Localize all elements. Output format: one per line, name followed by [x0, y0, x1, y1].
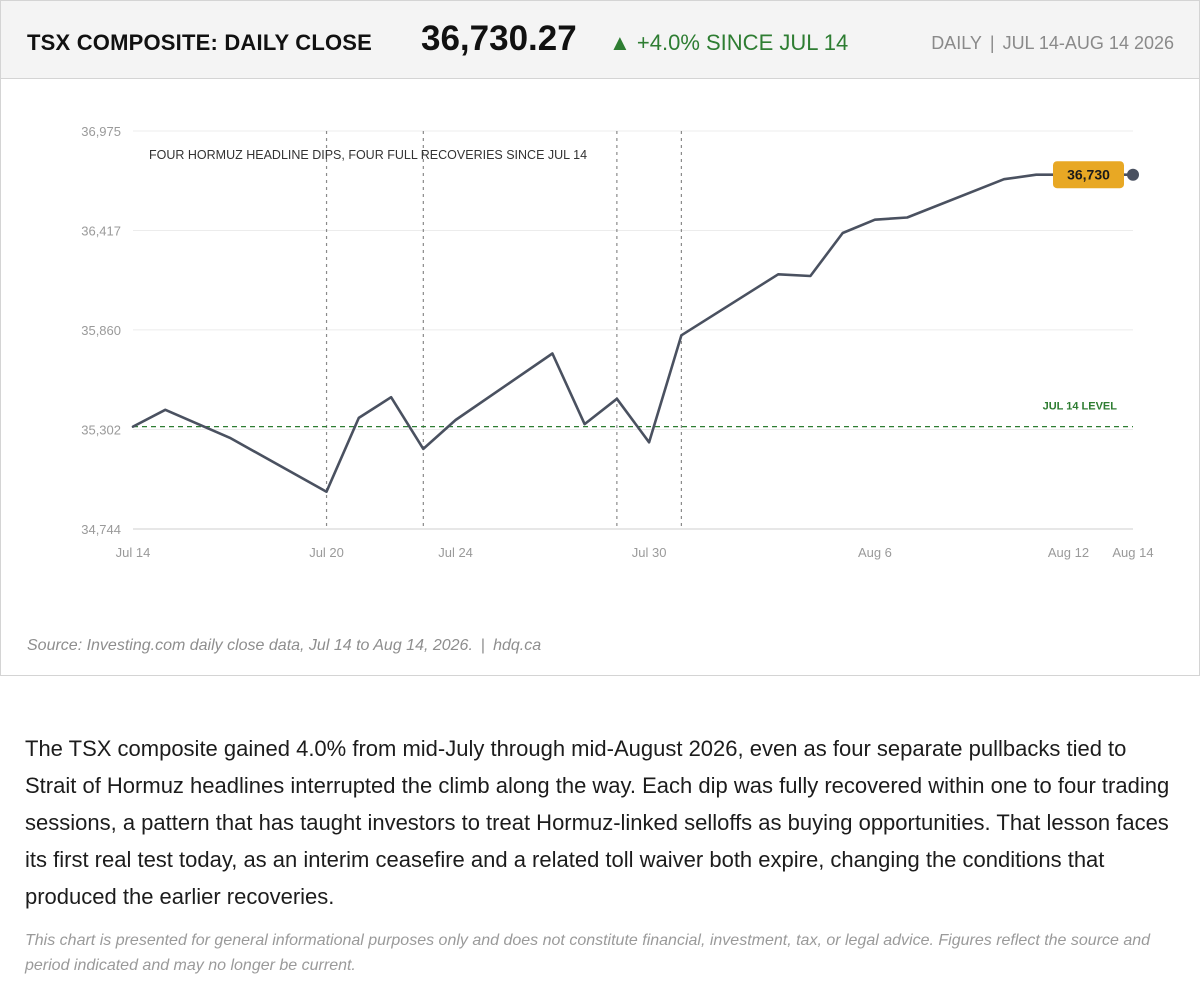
change-text: +4.0% SINCE JUL 14 [636, 30, 849, 55]
x-tick-label: Jul 14 [116, 545, 151, 560]
frequency-label: DAILY [931, 33, 982, 53]
series-line [131, 173, 1135, 494]
chart-header: TSX COMPOSITE: DAILY CLOSE 36,730.27 ▲ +… [1, 1, 1199, 79]
up-arrow-icon: ▲ [609, 30, 631, 55]
y-tick-label: 35,302 [81, 422, 121, 437]
line-chart: 34,744 35,302 35,860 36,417 36,975 Jul 14 Jul … [81, 124, 1153, 560]
x-tick-label: Jul 30 [632, 545, 667, 560]
reference-line-label: JUL 14 LEVEL [1043, 401, 1118, 413]
source-separator: | [480, 637, 486, 654]
end-value-label: 36,730 [1067, 167, 1110, 183]
change-indicator: ▲ +4.0% SINCE JUL 14 [609, 30, 848, 56]
period-label: JUL 14-AUG 14 2026 [1002, 33, 1174, 53]
chart-annotation: FOUR HORMUZ HEADLINE DIPS, FOUR FULL REC… [149, 148, 587, 162]
x-tick-label: Aug 6 [858, 545, 892, 560]
y-tick-label: 34,744 [81, 522, 121, 537]
disclaimer: This chart is presented for general info… [25, 932, 1151, 974]
period-meta: DAILY | JUL 14-AUG 14 2026 [931, 33, 1174, 54]
chart-card: TSX COMPOSITE: DAILY CLOSE 36,730.27 ▲ +… [0, 0, 1200, 676]
source-text: Source: Investing.com daily close data, … [27, 637, 473, 654]
y-tick-label: 35,860 [81, 323, 121, 338]
y-tick-label: 36,975 [81, 124, 121, 139]
x-tick-label: Jul 20 [309, 545, 344, 560]
chart-description: The TSX composite gained 4.0% from mid-J… [25, 736, 1170, 909]
source-note: Source: Investing.com daily close data, … [27, 637, 541, 655]
x-tick-label: Jul 24 [438, 545, 473, 560]
meta-separator: | [989, 33, 995, 53]
latest-value: 36,730.27 [421, 19, 577, 58]
x-tick-label: Aug 14 [1112, 545, 1153, 560]
x-tick-label: Aug 12 [1048, 545, 1089, 560]
source-site: hdq.ca [493, 637, 542, 654]
end-point [1127, 168, 1139, 181]
end-value-callout [1053, 161, 1124, 189]
chart-title: TSX COMPOSITE: DAILY CLOSE [27, 30, 373, 55]
y-tick-label: 36,417 [81, 224, 121, 239]
